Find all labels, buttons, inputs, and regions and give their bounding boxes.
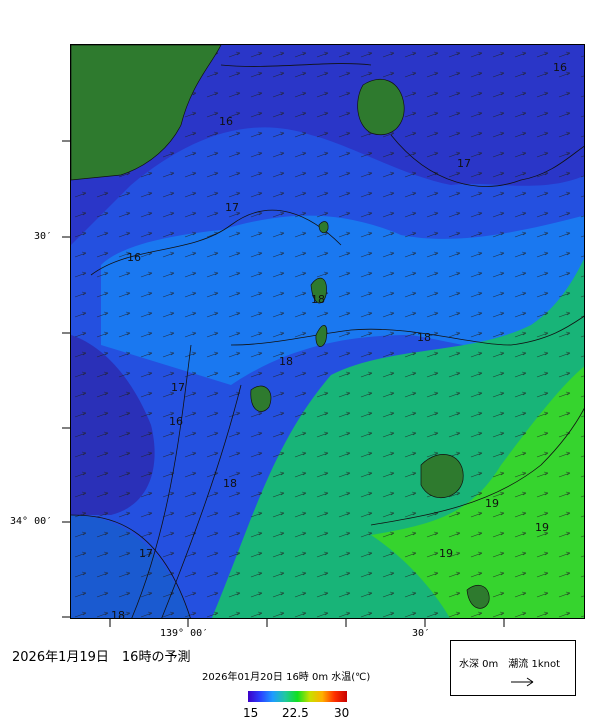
sst-map[interactable]: 16 16 16 16 17 17 17 17 18 18 18 18 18 1… <box>70 44 585 619</box>
map-canvas: 16 16 16 16 17 17 17 17 18 18 18 18 18 1… <box>71 45 584 619</box>
colorbar-min-label: 15 <box>243 706 259 720</box>
island-toshima <box>318 221 329 234</box>
lat-label-30: 30′ <box>34 231 53 242</box>
axis-ticks <box>62 140 505 627</box>
colorbar-max-label: 30 <box>334 706 350 720</box>
isotherm-label: 17 <box>139 547 153 560</box>
forecast-subtitle: 2026年01月20日 16時 0m 水温(℃) <box>202 672 371 683</box>
arrow-icon <box>511 677 534 687</box>
isotherm-label: 19 <box>535 521 549 534</box>
temperature-colorbar <box>248 691 347 702</box>
island-oshima <box>357 78 405 135</box>
isotherm-label: 19 <box>439 547 453 560</box>
isotherm-label: 17 <box>457 157 471 170</box>
lat-label-34-00: 34° 00′ <box>10 516 53 527</box>
isotherm-label: 18 <box>223 477 237 490</box>
lon-label-30: 30′ <box>412 628 431 639</box>
island-niijima <box>310 277 327 304</box>
isotherm-label: 18 <box>311 293 325 306</box>
isotherm-label: 16 <box>219 115 233 128</box>
land-peninsula <box>71 45 222 181</box>
isotherm-label: 18 <box>417 331 431 344</box>
isotherm-label: 19 <box>485 497 499 510</box>
current-legend: 水深 0m 潮流 1knot <box>450 640 576 696</box>
lon-label-139-00: 139° 00′ <box>160 628 209 639</box>
island-miyakejima <box>420 454 464 499</box>
island-kozushima <box>250 385 272 412</box>
isotherm-label: 16 <box>127 251 141 264</box>
isotherm-label: 18 <box>279 355 293 368</box>
forecast-title: 2026年1月19日 16時の予測 <box>12 650 191 665</box>
isotherm-label: 17 <box>171 381 185 394</box>
isotherm-label: 18 <box>111 609 125 619</box>
legend-label: 水深 0m 潮流 1knot <box>459 659 560 670</box>
isotherm-lines <box>71 63 584 618</box>
colorbar-mid-label: 22.5 <box>282 706 309 720</box>
isotherm-labels: 16 16 16 16 17 17 17 17 18 18 18 18 18 1… <box>111 61 567 619</box>
isotherm-label: 16 <box>553 61 567 74</box>
isotherm-label: 17 <box>225 201 239 214</box>
island-shikinejima <box>315 325 328 347</box>
island-mikurajima <box>466 585 490 609</box>
isotherm-label: 16 <box>169 415 183 428</box>
